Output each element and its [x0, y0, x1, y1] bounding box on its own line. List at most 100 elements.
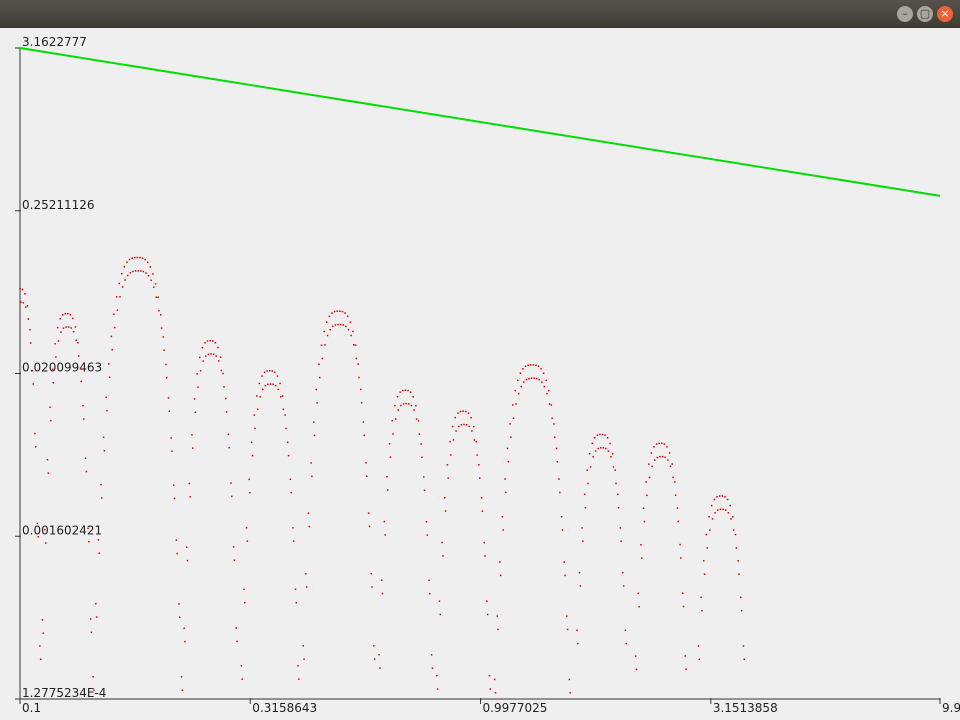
data-point — [511, 404, 514, 406]
data-point — [337, 323, 339, 326]
data-point — [32, 383, 34, 385]
data-point — [196, 373, 198, 375]
data-point — [47, 472, 50, 474]
data-point — [358, 376, 360, 379]
data-point — [401, 389, 404, 392]
data-point — [123, 265, 126, 268]
data-point — [455, 430, 457, 432]
data-point — [27, 318, 30, 320]
data-point — [250, 441, 253, 444]
data-point — [721, 495, 724, 497]
data-point — [546, 392, 548, 395]
data-point — [352, 330, 354, 333]
data-point — [328, 315, 331, 318]
data-point — [622, 585, 625, 587]
data-point — [483, 541, 485, 544]
data-point — [110, 335, 113, 338]
data-point — [560, 515, 563, 518]
data-point — [648, 463, 650, 465]
minimize-icon[interactable]: – — [897, 6, 913, 22]
data-point — [394, 404, 396, 407]
data-point — [188, 482, 191, 485]
data-point — [354, 344, 357, 346]
data-point — [115, 296, 118, 298]
data-point — [173, 497, 176, 500]
data-point — [517, 379, 519, 382]
data-point — [165, 377, 168, 379]
data-point — [447, 477, 449, 479]
close-icon[interactable]: × — [937, 6, 953, 22]
data-point — [31, 369, 34, 372]
data-point — [530, 377, 533, 379]
data-point — [457, 412, 459, 414]
data-point — [121, 286, 124, 288]
data-point — [367, 512, 370, 514]
data-point — [346, 315, 349, 318]
data-point — [444, 510, 447, 512]
data-point — [240, 665, 243, 667]
data-point — [34, 432, 36, 435]
data-point — [144, 258, 146, 261]
data-point — [349, 321, 352, 323]
data-point — [228, 446, 230, 449]
data-point — [438, 600, 441, 602]
data-point — [661, 442, 663, 445]
data-point — [634, 655, 637, 657]
y-tick-label: 3.1622777 — [22, 35, 87, 49]
data-point — [218, 360, 220, 362]
data-point — [326, 321, 328, 323]
data-point — [145, 272, 147, 274]
data-point — [323, 330, 325, 333]
data-point — [154, 283, 157, 285]
data-point — [316, 402, 318, 404]
data-point — [284, 414, 286, 416]
data-point — [599, 447, 602, 449]
data-point — [136, 256, 139, 259]
data-point — [543, 385, 546, 388]
data-point — [163, 349, 165, 352]
data-point — [105, 396, 107, 399]
y-tick-label: 0.001602421 — [22, 523, 102, 537]
data-point — [223, 386, 225, 388]
data-point — [481, 510, 484, 512]
data-point — [357, 363, 359, 365]
data-point — [451, 425, 454, 428]
data-point — [93, 689, 95, 691]
data-point — [261, 375, 263, 377]
data-point — [467, 412, 470, 414]
data-point — [160, 327, 163, 329]
data-point — [194, 411, 197, 414]
data-point — [290, 491, 292, 494]
data-point — [171, 450, 173, 452]
data-point — [118, 282, 120, 285]
data-point — [480, 497, 483, 499]
data-point — [215, 355, 217, 357]
data-point — [501, 515, 504, 518]
data-point — [220, 369, 223, 372]
data-point — [708, 516, 710, 518]
data-point — [67, 326, 70, 328]
data-point — [535, 377, 538, 380]
data-point — [676, 507, 679, 509]
data-point — [39, 658, 42, 660]
data-point — [311, 475, 313, 478]
data-point — [450, 454, 452, 456]
maximize-icon[interactable]: ▢ — [917, 6, 933, 22]
data-point — [336, 310, 338, 312]
data-point — [124, 279, 126, 281]
data-point — [264, 384, 267, 387]
data-point — [436, 688, 439, 690]
data-point — [470, 416, 472, 419]
data-point — [431, 667, 434, 669]
data-point — [205, 355, 207, 357]
data-point — [46, 459, 49, 461]
data-point — [719, 508, 722, 511]
data-point — [594, 436, 596, 439]
data-point — [373, 645, 375, 647]
data-point — [114, 326, 116, 329]
data-point — [576, 629, 578, 632]
data-point — [95, 602, 97, 605]
data-point — [499, 561, 501, 563]
data-point — [305, 586, 308, 588]
data-point — [399, 391, 401, 393]
